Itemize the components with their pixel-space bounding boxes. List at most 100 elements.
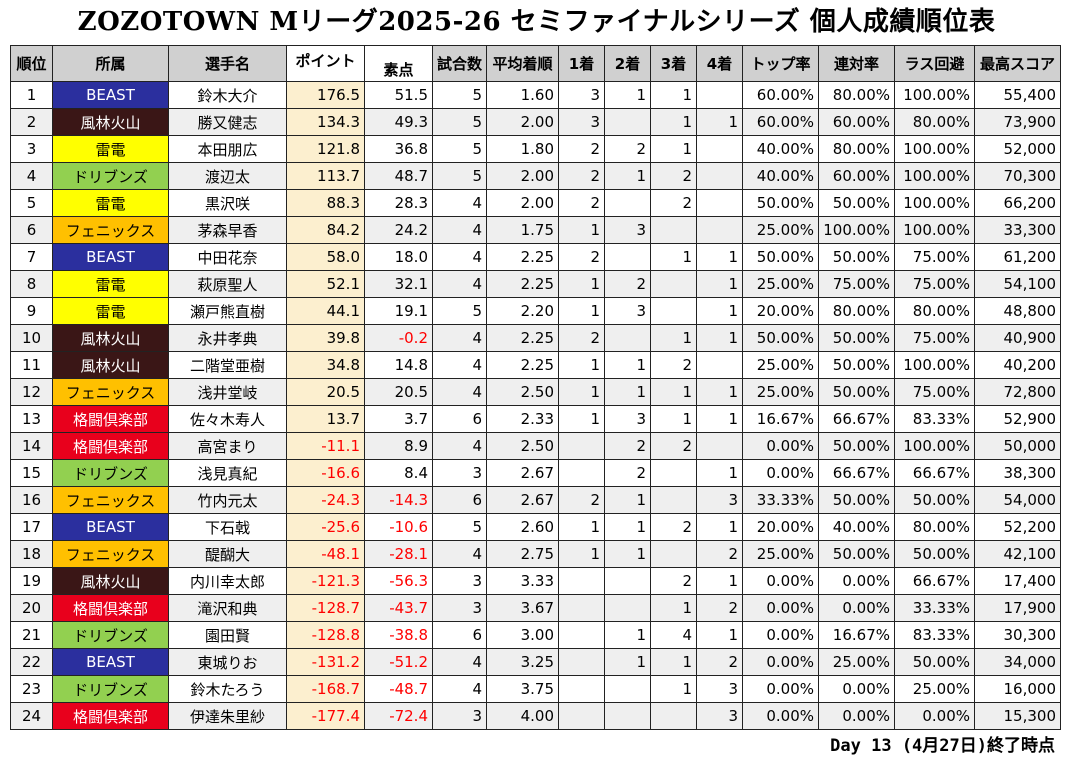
team-cell: フェニックス xyxy=(52,486,169,514)
top-rate-cell: 50.00% xyxy=(742,324,819,352)
rank-cell: 17 xyxy=(10,513,53,541)
last-avoid-cell: 83.33% xyxy=(894,621,975,649)
player-name: 高宮まり xyxy=(168,432,287,460)
max-score-cell: 16,000 xyxy=(974,675,1061,703)
third-count-cell xyxy=(650,486,697,514)
last-avoid-cell: 80.00% xyxy=(894,108,975,136)
third-count-cell xyxy=(650,540,697,568)
rentai-rate-cell: 0.00% xyxy=(818,594,895,622)
games-cell: 3 xyxy=(432,459,487,487)
points-cell: 20.5 xyxy=(286,378,365,406)
rank-cell: 21 xyxy=(10,621,53,649)
last-avoid-cell: 80.00% xyxy=(894,297,975,325)
third-count-cell: 1 xyxy=(650,108,697,136)
games-cell: 5 xyxy=(432,81,487,109)
avg-rank-cell: 2.25 xyxy=(486,243,559,271)
points-cell: 134.3 xyxy=(286,108,365,136)
rank-cell: 6 xyxy=(10,216,53,244)
first-count-cell: 2 xyxy=(558,162,605,190)
rank-cell: 12 xyxy=(10,378,53,406)
games-cell: 5 xyxy=(432,108,487,136)
avg-rank-cell: 2.25 xyxy=(486,351,559,379)
player-name: 萩原聖人 xyxy=(168,270,287,298)
games-cell: 4 xyxy=(432,189,487,217)
rank-cell: 18 xyxy=(10,540,53,568)
points-cell: -11.1 xyxy=(286,432,365,460)
top-rate-cell: 16.67% xyxy=(742,405,819,433)
player-name: 鈴木大介 xyxy=(168,81,287,109)
table-row: 8 雷電 萩原聖人 52.1 32.1 4 2.25 1 2 1 25.00% 75.00% 75.00… xyxy=(10,270,1061,298)
first-count-cell xyxy=(558,432,605,460)
table-row: 24 格闘倶楽部 伊達朱里紗 -177.4 -72.4 3 4.00 3 0.00% 0.00% 0… xyxy=(10,702,1061,730)
rank-cell: 4 xyxy=(10,162,53,190)
rank-cell: 8 xyxy=(10,270,53,298)
max-score-cell: 66,200 xyxy=(974,189,1061,217)
top-rate-cell: 20.00% xyxy=(742,513,819,541)
third-count-cell: 1 xyxy=(650,243,697,271)
raw-score-cell: -14.3 xyxy=(364,486,433,514)
last-avoid-cell: 50.00% xyxy=(894,648,975,676)
rentai-rate-cell: 50.00% xyxy=(818,540,895,568)
max-score-cell: 54,000 xyxy=(974,486,1061,514)
fourth-count-cell: 1 xyxy=(696,297,743,325)
raw-score-cell: 49.3 xyxy=(364,108,433,136)
player-name: 竹内元太 xyxy=(168,486,287,514)
second-count-cell: 1 xyxy=(604,540,651,568)
header-top-rate: トップ率 xyxy=(742,45,819,82)
third-count-cell: 1 xyxy=(650,675,697,703)
rank-cell: 14 xyxy=(10,432,53,460)
table-row: 13 格闘倶楽部 佐々木寿人 13.7 3.7 6 2.33 1 3 1 1 16.67% 66.67%… xyxy=(10,405,1061,433)
fourth-count-cell: 3 xyxy=(696,675,743,703)
top-rate-cell: 0.00% xyxy=(742,621,819,649)
second-count-cell xyxy=(604,108,651,136)
first-count-cell: 2 xyxy=(558,135,605,163)
table-row: 14 格闘倶楽部 高宮まり -11.1 8.9 4 2.50 2 2 0.00% 50.00% 100… xyxy=(10,432,1061,460)
max-score-cell: 38,300 xyxy=(974,459,1061,487)
avg-rank-cell: 2.60 xyxy=(486,513,559,541)
player-name: 渡辺太 xyxy=(168,162,287,190)
standings-body: 1 BEAST 鈴木大介 176.5 51.5 5 1.60 3 1 1 60.00% 80.00% 1… xyxy=(10,81,1061,730)
fourth-count-cell xyxy=(696,351,743,379)
fourth-count-cell: 1 xyxy=(696,621,743,649)
table-row: 16 フェニックス 竹内元太 -24.3 -14.3 6 2.67 2 1 3 33.33% 50.0… xyxy=(10,486,1061,514)
third-count-cell: 2 xyxy=(650,432,697,460)
third-count-cell: 1 xyxy=(650,378,697,406)
rank-cell: 15 xyxy=(10,459,53,487)
fourth-count-cell: 1 xyxy=(696,459,743,487)
second-count-cell: 2 xyxy=(604,432,651,460)
raw-score-cell: 18.0 xyxy=(364,243,433,271)
third-count-cell xyxy=(650,702,697,730)
avg-rank-cell: 2.00 xyxy=(486,189,559,217)
max-score-cell: 54,100 xyxy=(974,270,1061,298)
avg-rank-cell: 1.80 xyxy=(486,135,559,163)
points-cell: 176.5 xyxy=(286,81,365,109)
raw-score-cell: -0.2 xyxy=(364,324,433,352)
points-cell: -16.6 xyxy=(286,459,365,487)
fourth-count-cell xyxy=(696,81,743,109)
rank-cell: 11 xyxy=(10,351,53,379)
games-cell: 3 xyxy=(432,594,487,622)
first-count-cell xyxy=(558,675,605,703)
first-count-cell: 1 xyxy=(558,540,605,568)
raw-score-cell: 28.3 xyxy=(364,189,433,217)
first-count-cell: 1 xyxy=(558,405,605,433)
avg-rank-cell: 2.25 xyxy=(486,324,559,352)
max-score-cell: 15,300 xyxy=(974,702,1061,730)
player-name: 東城りお xyxy=(168,648,287,676)
fourth-count-cell: 1 xyxy=(696,378,743,406)
max-score-cell: 34,000 xyxy=(974,648,1061,676)
points-cell: 84.2 xyxy=(286,216,365,244)
rentai-rate-cell: 50.00% xyxy=(818,351,895,379)
games-cell: 4 xyxy=(432,351,487,379)
second-count-cell: 1 xyxy=(604,81,651,109)
rentai-rate-cell: 50.00% xyxy=(818,189,895,217)
top-rate-cell: 25.00% xyxy=(742,378,819,406)
fourth-count-cell: 1 xyxy=(696,270,743,298)
first-count-cell: 1 xyxy=(558,270,605,298)
points-cell: -121.3 xyxy=(286,567,365,595)
games-cell: 4 xyxy=(432,432,487,460)
points-cell: -128.8 xyxy=(286,621,365,649)
fourth-count-cell: 1 xyxy=(696,108,743,136)
max-score-cell: 40,900 xyxy=(974,324,1061,352)
games-cell: 4 xyxy=(432,540,487,568)
